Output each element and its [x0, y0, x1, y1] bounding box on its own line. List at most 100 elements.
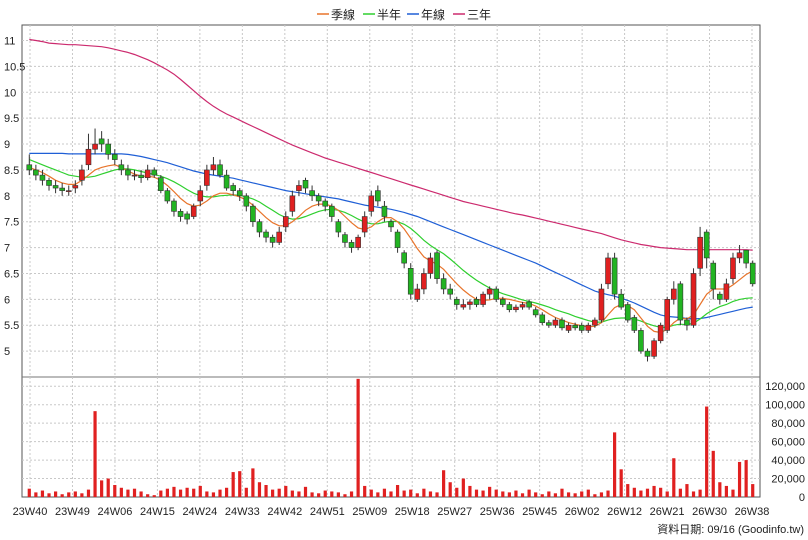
- candle-body-up: [361, 216, 368, 233]
- volume-bars: [27, 378, 755, 497]
- candlestick: [631, 314, 638, 333]
- candle-body-up: [592, 319, 598, 326]
- volume-bar: [428, 491, 433, 497]
- legend-item-three-year[interactable]: 三年: [453, 8, 491, 22]
- candlestick: [105, 138, 112, 160]
- data-date-footer: 資料日期: 09/16 (Goodinfo.tw): [657, 522, 804, 536]
- candle-body-down: [151, 169, 158, 176]
- x-tick-label: 26W38: [735, 506, 770, 518]
- volume-bar: [395, 485, 400, 497]
- volume-bar: [330, 491, 334, 497]
- candlestick: [434, 250, 440, 284]
- volume-bar: [435, 492, 439, 497]
- candlestick: [111, 149, 118, 165]
- candle-body-up: [598, 288, 605, 321]
- candlestick: [171, 198, 177, 217]
- candlestick: [401, 250, 407, 269]
- volume-bar: [474, 489, 479, 497]
- candle-body-down: [184, 213, 190, 220]
- candlestick: [210, 157, 217, 176]
- candlestick: [467, 299, 473, 310]
- candlestick: [282, 211, 289, 233]
- candle-body-up: [421, 273, 427, 290]
- candlestick: [250, 203, 256, 227]
- candlestick: [611, 252, 618, 300]
- candlestick: [256, 219, 263, 238]
- candle-body-down: [256, 221, 263, 233]
- volume-bar: [192, 488, 196, 497]
- candlestick: [421, 268, 427, 295]
- candlestick: [664, 296, 671, 333]
- candle-body-down: [39, 174, 46, 181]
- legend-item-year[interactable]: 年線: [407, 7, 445, 22]
- volume-bar: [310, 492, 314, 497]
- candlestick: [690, 268, 697, 328]
- volume-bar: [751, 484, 755, 497]
- legend-item-quarter[interactable]: 季線: [317, 7, 355, 22]
- volume-tick-label: 40,000: [771, 455, 805, 467]
- candlestick: [381, 201, 388, 222]
- candle-body-up: [519, 304, 526, 308]
- volume-bar: [47, 493, 51, 497]
- volume-bar: [580, 491, 584, 497]
- x-tick-label: 24W51: [310, 506, 345, 518]
- volume-bar: [455, 487, 459, 497]
- candle-body-up: [282, 216, 289, 228]
- volume-bar: [382, 488, 387, 497]
- candlestick: [578, 322, 585, 333]
- candlestick: [427, 252, 434, 279]
- candlestick: [243, 193, 250, 212]
- candle-body-down: [578, 324, 585, 331]
- candle-body-down: [500, 299, 506, 305]
- volume-bar: [343, 494, 347, 497]
- candle-body-up: [657, 324, 664, 342]
- volume-bar: [566, 492, 571, 497]
- candle-body-down: [335, 221, 342, 233]
- price-tick-label: 7.5: [4, 217, 19, 229]
- candle-body-down: [52, 185, 59, 189]
- candle-body-up: [204, 169, 210, 186]
- ma-half-year-line: [29, 159, 753, 328]
- candlestick: [539, 312, 546, 326]
- volume-bar: [691, 491, 696, 497]
- candlestick: [559, 317, 565, 331]
- x-axis: 23W40 23W49 24W06 24W15 24W24 24W33 24W42 24W51…: [13, 506, 770, 518]
- candlestick: [677, 281, 684, 326]
- x-tick-label: 24W33: [225, 506, 260, 518]
- volume-bar: [698, 489, 702, 497]
- legend-item-half-year[interactable]: 半年: [363, 8, 401, 22]
- volume-bar: [560, 488, 564, 497]
- x-tick-label: 25W18: [395, 506, 430, 518]
- volume-bar: [678, 488, 682, 497]
- candle-body-up: [736, 252, 743, 259]
- svg-text:年線: 年線: [421, 7, 445, 22]
- candlestick: [26, 154, 33, 176]
- volume-bar: [606, 490, 610, 497]
- volume-bar: [409, 489, 413, 497]
- price-tick-label: 10: [4, 87, 16, 99]
- candle-body-down: [532, 309, 539, 316]
- volume-bar: [284, 485, 288, 497]
- volume-bar: [520, 493, 525, 497]
- candlestick: [361, 211, 368, 238]
- candlestick: [605, 252, 611, 289]
- candle-body-down: [171, 200, 177, 212]
- volume-bar: [389, 491, 393, 497]
- volume-bar: [80, 493, 84, 497]
- volume-bar: [599, 492, 604, 497]
- candlestick: [749, 260, 756, 287]
- candle-body-down: [243, 195, 250, 207]
- volume-bar: [672, 458, 676, 497]
- candle-body-down: [618, 293, 624, 308]
- candlestick: [368, 190, 375, 217]
- volume-bar: [198, 485, 202, 497]
- volume-bar: [494, 489, 498, 497]
- candle-body-down: [59, 187, 65, 191]
- candlestick: [118, 159, 125, 176]
- candle-body-up: [460, 304, 467, 308]
- volume-bar: [257, 482, 262, 497]
- candlestick: [348, 239, 355, 253]
- candle-body-down: [539, 314, 546, 323]
- price-tick-label: 11: [4, 36, 15, 48]
- candle-body-up: [289, 195, 296, 212]
